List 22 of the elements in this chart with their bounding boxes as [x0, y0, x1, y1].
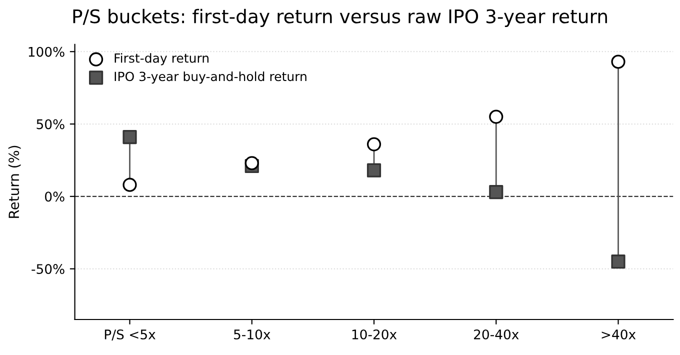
y-tick-label: 100% — [28, 46, 64, 57]
point — [366, 137, 382, 152]
legend-label: IPO 3-year buy-and-hold return — [114, 71, 306, 84]
point — [366, 163, 382, 178]
x-tick-label: 10-20x — [352, 329, 397, 340]
x-tick-label: P/S <5x — [104, 329, 156, 340]
chart-title: P/S buckets: first-day return versus raw IPO 3-year return — [73, 8, 607, 28]
y-tick-label: -50% — [32, 264, 64, 274]
point — [122, 130, 137, 144]
y-tick-label: 50% — [36, 119, 64, 130]
point — [489, 110, 504, 124]
x-tick-label: >40x — [602, 329, 636, 340]
point — [122, 178, 137, 192]
y-tick-label: 0% — [45, 192, 64, 202]
point — [611, 254, 626, 269]
point — [244, 156, 259, 170]
point — [489, 185, 504, 200]
y-axis-title: Return (%) — [8, 146, 21, 218]
point — [611, 54, 626, 69]
legend-label: First-day return — [114, 53, 208, 66]
x-tick-label: 20-40x — [474, 329, 519, 340]
x-tick-label: 5-10x — [234, 329, 270, 340]
